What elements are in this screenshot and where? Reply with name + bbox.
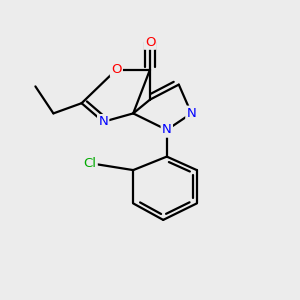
Text: N: N: [187, 107, 196, 120]
Text: N: N: [98, 115, 108, 128]
Text: O: O: [145, 35, 155, 49]
Text: O: O: [111, 63, 122, 76]
Text: N: N: [162, 123, 172, 136]
Text: Cl: Cl: [83, 157, 97, 170]
